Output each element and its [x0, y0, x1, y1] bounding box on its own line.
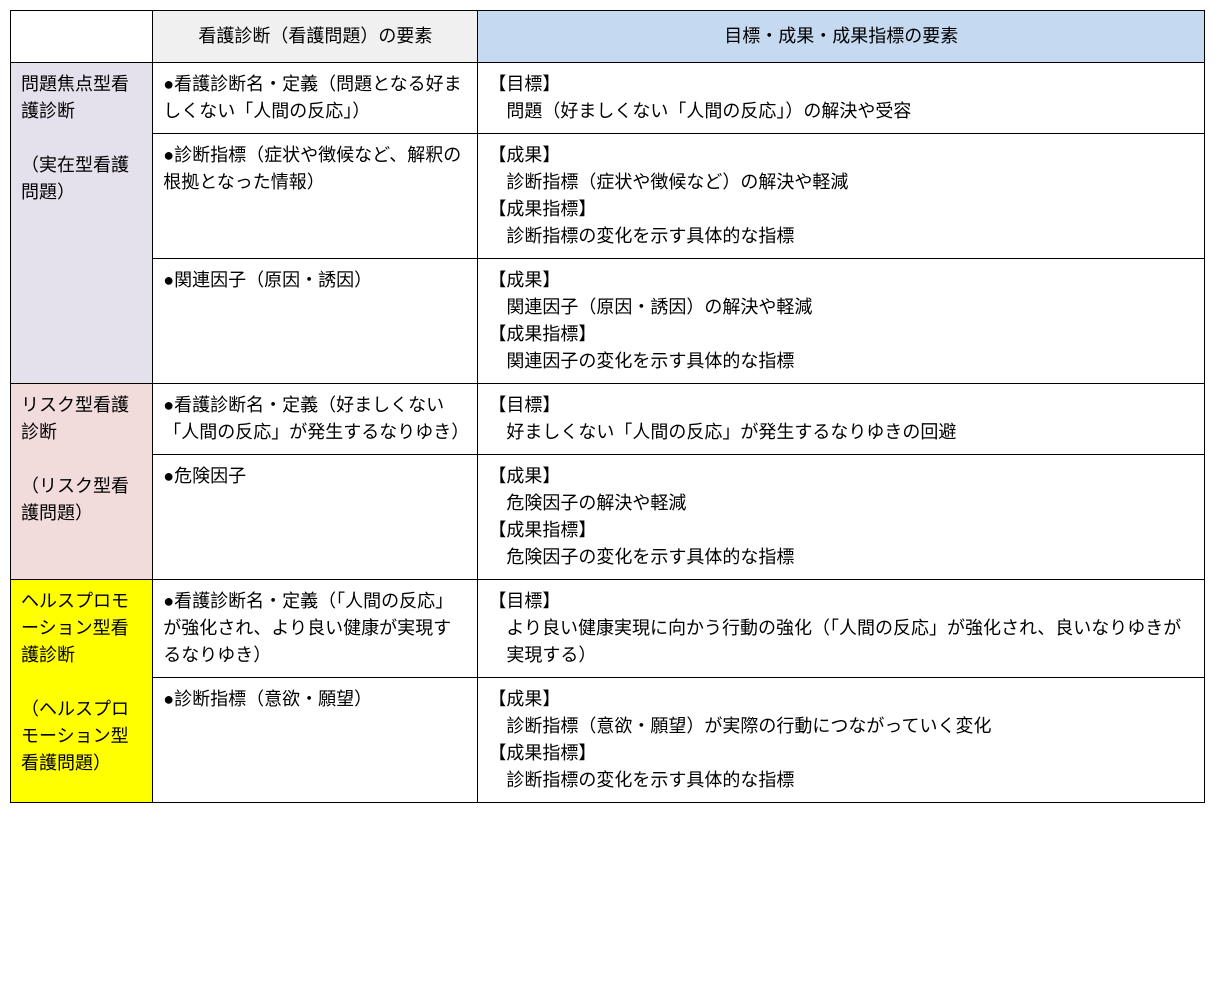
goal-heading: 【成果指標】 [488, 520, 596, 540]
table-row: ●危険因子 【成果】 危険因子の解決や軽減 【成果指標】 危険因子の変化を示す具… [11, 455, 1205, 580]
goal-heading: 【目標】 [488, 591, 560, 611]
goal-body: 診断指標の変化を示す具体的な指標 [488, 767, 1194, 794]
table-row: ヘルスプロモーション型看護診断 （ヘルスプロモーション型看護問題） ●看護診断名… [11, 580, 1205, 678]
diag-cell: ●診断指標（症状や徴候など、解釈の根拠となった情報） [153, 134, 478, 259]
goal-cell: 【目標】 好ましくない「人間の反応」が発生するなりゆきの回避 [478, 384, 1205, 455]
goal-body: 診断指標（症状や徴候など）の解決や軽減 [488, 169, 1194, 196]
goal-cell: 【目標】 より良い健康実現に向かう行動の強化（「人間の反応」が強化され、良いなり… [478, 580, 1205, 678]
goal-body: 診断指標の変化を示す具体的な指標 [488, 223, 1194, 250]
header-goal: 目標・成果・成果指標の要素 [478, 11, 1205, 63]
goal-heading: 【成果】 [488, 270, 560, 290]
category-title: ヘルスプロモーション型看護診断 [21, 591, 129, 665]
category-subtitle: （ヘルスプロモーション型看護問題） [21, 699, 129, 773]
table-row: ●診断指標（症状や徴候など、解釈の根拠となった情報） 【成果】 診断指標（症状や… [11, 134, 1205, 259]
goal-body: より良い健康実現に向かう行動の強化（「人間の反応」が強化され、良いなりゆきが実現… [488, 615, 1194, 669]
goal-body: 好ましくない「人間の反応」が発生するなりゆきの回避 [488, 419, 1194, 446]
goal-body: 診断指標（意欲・願望）が実際の行動につながっていく変化 [488, 713, 1194, 740]
category-health-promotion: ヘルスプロモーション型看護診断 （ヘルスプロモーション型看護問題） [11, 580, 153, 803]
goal-heading: 【成果指標】 [488, 199, 596, 219]
diag-cell: ●関連因子（原因・誘因） [153, 259, 478, 384]
diag-cell: ●診断指標（意欲・願望） [153, 678, 478, 803]
table-row: リスク型看護診断 （リスク型看護問題） ●看護診断名・定義（好ましくない「人間の… [11, 384, 1205, 455]
goal-heading: 【成果】 [488, 145, 560, 165]
goal-body: 危険因子の解決や軽減 [488, 490, 1194, 517]
category-title: リスク型看護診断 [21, 395, 129, 442]
nursing-diagnosis-table: 看護診断（看護問題）の要素 目標・成果・成果指標の要素 問題焦点型看護診断 （実… [10, 10, 1205, 803]
goal-heading: 【目標】 [488, 74, 560, 94]
goal-cell: 【成果】 危険因子の解決や軽減 【成果指標】 危険因子の変化を示す具体的な指標 [478, 455, 1205, 580]
goal-cell: 【目標】 問題（好ましくない「人間の反応」）の解決や受容 [478, 63, 1205, 134]
category-title: 問題焦点型看護診断 [21, 74, 129, 121]
goal-heading: 【成果指標】 [488, 743, 596, 763]
diag-cell: ●看護診断名・定義（好ましくない「人間の反応」が発生するなりゆき） [153, 384, 478, 455]
goal-body: 関連因子の変化を示す具体的な指標 [488, 348, 1194, 375]
diag-cell: ●看護診断名・定義（問題となる好ましくない「人間の反応」） [153, 63, 478, 134]
header-diag: 看護診断（看護問題）の要素 [153, 11, 478, 63]
diag-cell: ●看護診断名・定義（「人間の反応」が強化され、より良い健康が実現するなりゆき） [153, 580, 478, 678]
table-row: 問題焦点型看護診断 （実在型看護問題） ●看護診断名・定義（問題となる好ましくな… [11, 63, 1205, 134]
category-subtitle: （実在型看護問題） [21, 155, 129, 202]
goal-cell: 【成果】 診断指標（症状や徴候など）の解決や軽減 【成果指標】 診断指標の変化を… [478, 134, 1205, 259]
goal-body: 問題（好ましくない「人間の反応」）の解決や受容 [488, 98, 1194, 125]
goal-body: 関連因子（原因・誘因）の解決や軽減 [488, 294, 1194, 321]
table-row: ●診断指標（意欲・願望） 【成果】 診断指標（意欲・願望）が実際の行動につながっ… [11, 678, 1205, 803]
goal-heading: 【成果指標】 [488, 324, 596, 344]
goal-heading: 【成果】 [488, 689, 560, 709]
category-risk: リスク型看護診断 （リスク型看護問題） [11, 384, 153, 580]
category-problem-focus: 問題焦点型看護診断 （実在型看護問題） [11, 63, 153, 384]
goal-heading: 【成果】 [488, 466, 560, 486]
goal-cell: 【成果】 診断指標（意欲・願望）が実際の行動につながっていく変化 【成果指標】 … [478, 678, 1205, 803]
category-subtitle: （リスク型看護問題） [21, 476, 129, 523]
goal-body: 危険因子の変化を示す具体的な指標 [488, 544, 1194, 571]
header-blank [11, 11, 153, 63]
goal-cell: 【成果】 関連因子（原因・誘因）の解決や軽減 【成果指標】 関連因子の変化を示す… [478, 259, 1205, 384]
header-row: 看護診断（看護問題）の要素 目標・成果・成果指標の要素 [11, 11, 1205, 63]
diag-cell: ●危険因子 [153, 455, 478, 580]
table-row: ●関連因子（原因・誘因） 【成果】 関連因子（原因・誘因）の解決や軽減 【成果指… [11, 259, 1205, 384]
goal-heading: 【目標】 [488, 395, 560, 415]
